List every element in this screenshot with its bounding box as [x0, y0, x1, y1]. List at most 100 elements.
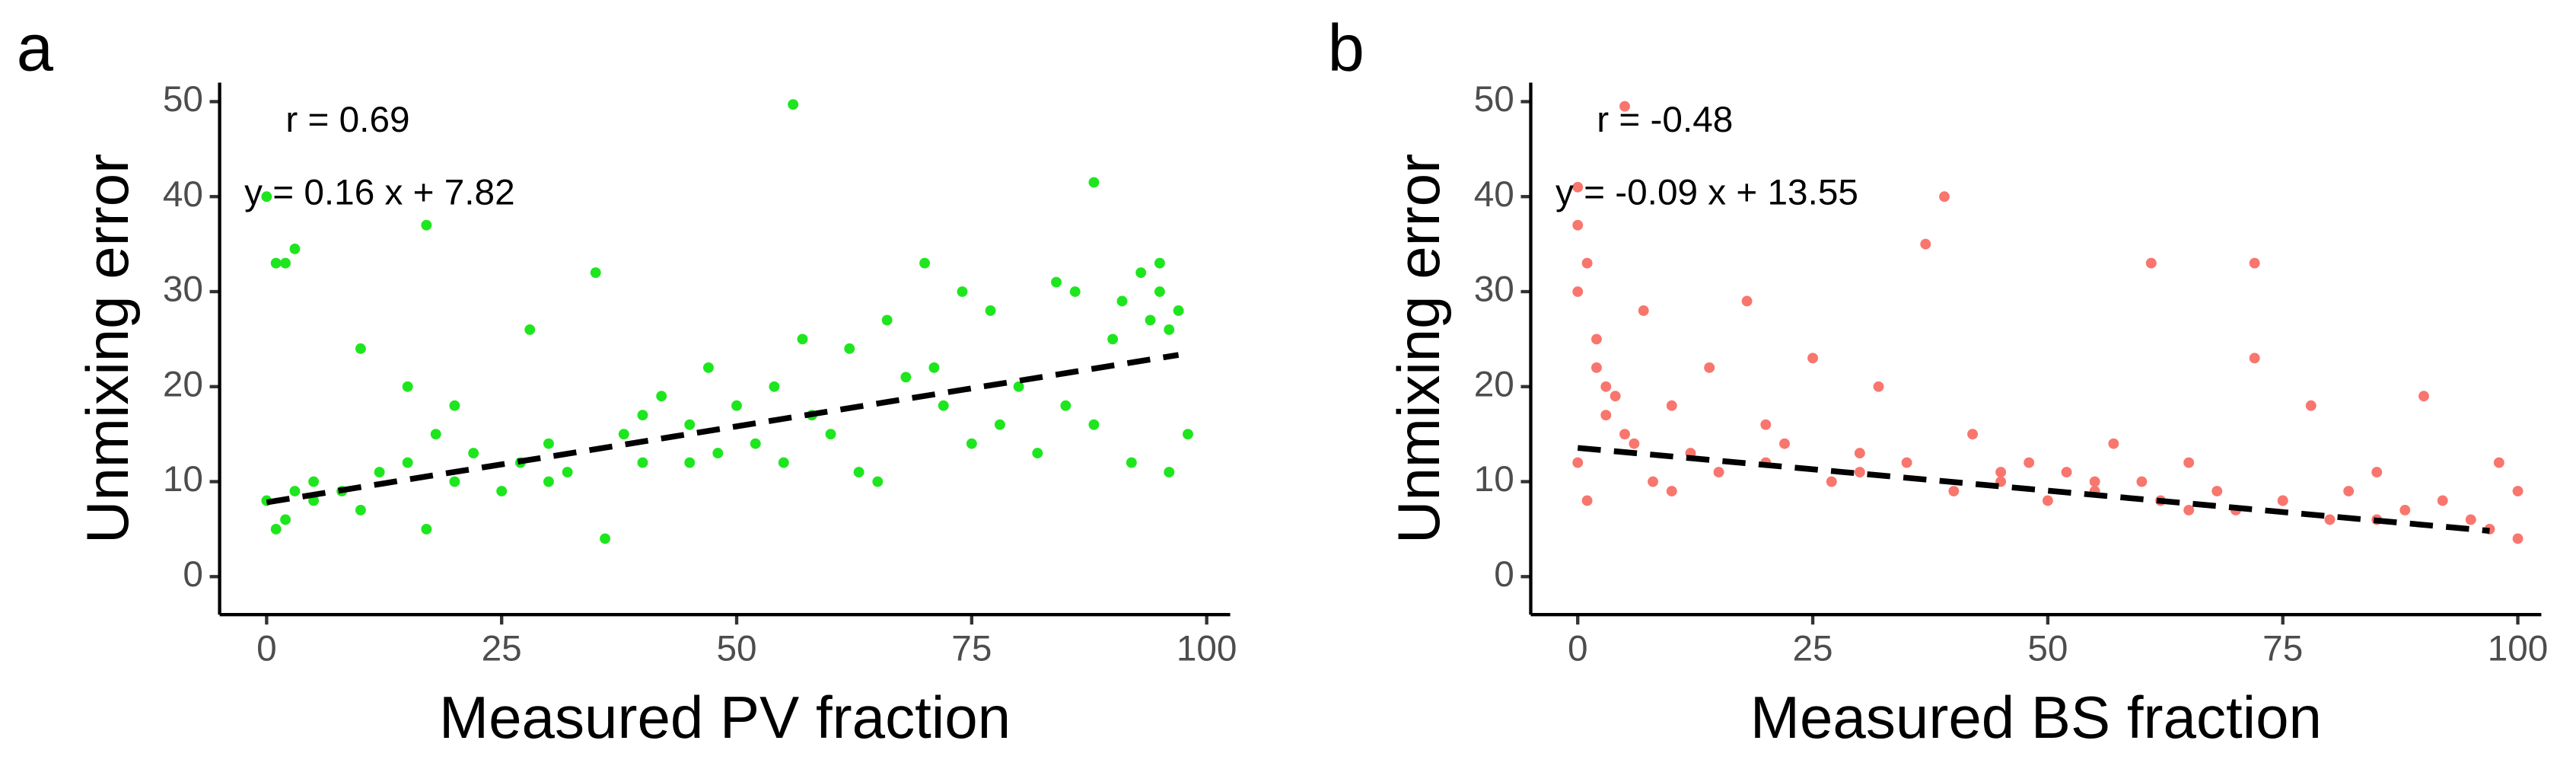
- x-tick-label: 75: [2262, 629, 2303, 669]
- point: [1060, 400, 1071, 411]
- point: [270, 523, 282, 535]
- point: [1648, 476, 1659, 487]
- y-tick-label: 30: [163, 270, 203, 310]
- point: [1600, 410, 1612, 421]
- x-tick-label: 100: [2488, 629, 2549, 669]
- point: [449, 400, 460, 411]
- point: [2305, 400, 2316, 411]
- y-tick-label: 20: [1474, 364, 1514, 404]
- point: [543, 476, 554, 487]
- point: [684, 419, 696, 430]
- point: [2211, 486, 2223, 496]
- point: [2145, 257, 2157, 269]
- point: [957, 286, 968, 297]
- point: [2371, 467, 2383, 478]
- y-tick-label: 10: [1474, 459, 1514, 499]
- point: [1713, 467, 1724, 478]
- point: [1995, 467, 2007, 478]
- point: [1967, 429, 1979, 440]
- point: [1873, 381, 1884, 392]
- point: [1107, 334, 1119, 345]
- point: [1572, 286, 1584, 297]
- point: [731, 400, 742, 411]
- point: [1826, 476, 1837, 487]
- point: [1051, 276, 1062, 288]
- point: [2183, 457, 2195, 468]
- point: [1069, 286, 1081, 297]
- x-tick-label: 75: [951, 629, 992, 669]
- point: [750, 438, 761, 449]
- point: [1032, 448, 1043, 459]
- point: [1619, 101, 1630, 112]
- y-tick-label: 40: [163, 174, 203, 215]
- point: [1590, 362, 1602, 373]
- point: [1666, 486, 1677, 496]
- annotation: y = 0.16 x + 7.82: [244, 173, 514, 213]
- point: [2399, 505, 2411, 515]
- point: [1164, 324, 1175, 335]
- point: [788, 99, 799, 110]
- point: [1741, 295, 1753, 307]
- point: [1173, 305, 1184, 316]
- y-axis-label: Unmixing error: [1385, 154, 1452, 544]
- point: [543, 438, 554, 449]
- point: [261, 191, 272, 203]
- annotation: r = -0.48: [1597, 100, 1733, 140]
- point: [1145, 314, 1156, 326]
- point: [2512, 533, 2523, 544]
- point: [1610, 391, 1621, 402]
- point: [2183, 505, 2195, 515]
- point: [1760, 419, 1772, 430]
- point: [2418, 391, 2429, 402]
- y-tick-label: 50: [1474, 79, 1514, 120]
- point: [1183, 429, 1193, 440]
- point: [994, 419, 1005, 430]
- point: [421, 523, 432, 535]
- point: [2061, 467, 2072, 478]
- point: [1600, 381, 1612, 392]
- x-tick-label: 50: [716, 629, 756, 669]
- point: [825, 429, 836, 440]
- point: [1779, 438, 1790, 449]
- point: [2512, 486, 2523, 496]
- point: [1572, 181, 1584, 193]
- point: [928, 362, 940, 373]
- x-tick-label: 25: [482, 629, 522, 669]
- point: [2493, 457, 2504, 468]
- point: [1126, 457, 1137, 468]
- point: [355, 505, 366, 515]
- point: [637, 410, 648, 421]
- annotation: y = -0.09 x + 13.55: [1555, 173, 1858, 213]
- point: [402, 381, 413, 392]
- point: [1572, 219, 1584, 231]
- point: [2042, 495, 2053, 506]
- point: [1920, 238, 1931, 250]
- y-tick-label: 40: [1474, 174, 1514, 215]
- x-axis-label: Measured PV fraction: [439, 684, 1011, 751]
- y-tick-label: 0: [1494, 554, 1514, 595]
- point: [656, 391, 667, 402]
- point: [1704, 362, 1715, 373]
- point: [2249, 257, 2260, 269]
- y-tick-label: 30: [1474, 270, 1514, 310]
- point: [496, 486, 508, 496]
- point: [1088, 419, 1100, 430]
- y-tick-label: 0: [183, 554, 203, 595]
- point: [1581, 257, 1593, 269]
- point: [2136, 476, 2148, 487]
- point: [1619, 429, 1630, 440]
- annotation: r = 0.69: [285, 100, 409, 140]
- point: [1154, 286, 1165, 297]
- point: [1666, 400, 1677, 411]
- point: [618, 429, 629, 440]
- point: [881, 314, 893, 326]
- x-tick-label: 0: [256, 629, 277, 669]
- y-tick-label: 50: [163, 79, 203, 120]
- point: [684, 457, 696, 468]
- point: [402, 457, 413, 468]
- point: [280, 257, 291, 269]
- point: [1901, 457, 1912, 468]
- y-axis-label: Unmixing error: [74, 154, 141, 544]
- point: [468, 448, 479, 459]
